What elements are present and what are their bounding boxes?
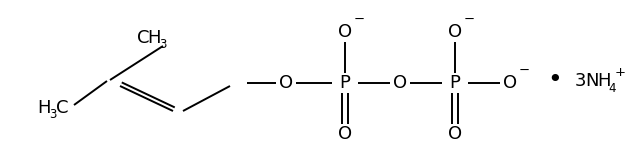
Text: +: + <box>615 67 626 80</box>
Text: −: − <box>518 64 529 77</box>
Text: O: O <box>279 74 293 92</box>
Text: P: P <box>449 74 460 92</box>
Text: O: O <box>393 74 407 92</box>
Text: •: • <box>548 68 563 92</box>
Text: O: O <box>338 125 352 143</box>
Text: N: N <box>585 72 598 90</box>
Text: C: C <box>56 99 68 117</box>
Text: 3: 3 <box>575 72 586 90</box>
Text: H: H <box>597 72 611 90</box>
Text: H: H <box>37 99 51 117</box>
Text: −: − <box>463 12 475 26</box>
Text: −: − <box>353 12 365 26</box>
Text: P: P <box>340 74 351 92</box>
Text: O: O <box>503 74 517 92</box>
Text: H: H <box>147 29 161 47</box>
Text: 3: 3 <box>159 39 166 51</box>
Text: 3: 3 <box>49 109 57 122</box>
Text: C: C <box>137 29 149 47</box>
Text: O: O <box>448 23 462 41</box>
Text: 4: 4 <box>608 82 616 94</box>
Text: O: O <box>448 125 462 143</box>
Text: O: O <box>338 23 352 41</box>
